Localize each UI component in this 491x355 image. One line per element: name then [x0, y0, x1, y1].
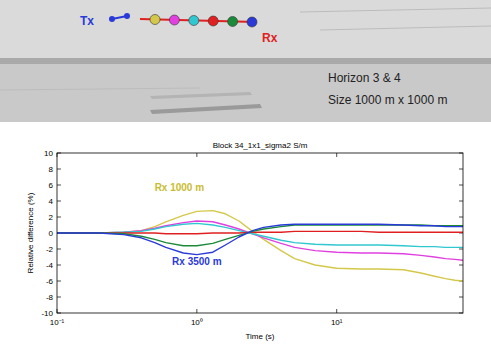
series-line — [57, 223, 463, 247]
scene-block — [150, 104, 262, 114]
y-tick-label: 6 — [49, 181, 54, 190]
transmitter-end — [124, 13, 130, 19]
chart-title: Block 34_1x1_sigma2 S/m — [213, 141, 308, 150]
y-tick-label: 10 — [44, 149, 53, 158]
y-tick — [459, 185, 463, 186]
y-tick — [459, 217, 463, 218]
y-tick — [57, 201, 61, 202]
y-tick-label: -6 — [46, 277, 54, 286]
x-tick-label: 10¹ — [331, 318, 343, 327]
scene-caption: Horizon 3 & 4 — [328, 71, 401, 85]
x-tick-label: 10⁻¹ — [50, 318, 65, 327]
y-tick — [459, 265, 463, 266]
tx-label: Tx — [80, 14, 94, 28]
series-line — [57, 224, 463, 254]
x-axis-label: Time (s) — [245, 332, 274, 341]
y-tick-label: 0 — [49, 229, 54, 238]
y-tick — [57, 265, 61, 266]
receiver — [150, 15, 160, 25]
model-scene: Tx Rx Horizon 3 & 4 Size 1000 m x 1000 m — [0, 0, 491, 122]
figure: Tx Rx Horizon 3 & 4 Size 1000 m x 1000 m Blo… — [0, 0, 491, 355]
scene-layer — [0, 0, 491, 58]
y-tick — [57, 185, 61, 186]
x-tick-label: 10⁰ — [191, 318, 203, 327]
x-tick — [336, 309, 337, 313]
x-tick — [196, 309, 197, 313]
receiver — [247, 17, 257, 27]
chart: Block 34_1x1_sigma2 S/m -10 -8 -6 -4 -2 0 2 4 6 8 1… — [26, 141, 463, 341]
y-tick — [57, 249, 61, 250]
scene-horizon — [0, 58, 491, 64]
receiver — [208, 16, 218, 26]
annotation: Rx 3500 m — [172, 256, 222, 267]
y-tick — [459, 297, 463, 298]
y-tick — [57, 169, 61, 170]
rx-label: Rx — [262, 31, 278, 45]
y-tick — [57, 217, 61, 218]
y-tick-label: 8 — [49, 165, 54, 174]
series-line — [57, 211, 463, 281]
y-tick — [57, 297, 61, 298]
series-line — [57, 221, 463, 260]
receiver — [228, 17, 238, 27]
x-tick — [336, 153, 337, 157]
plot-frame — [57, 153, 463, 313]
y-tick-label: -2 — [46, 245, 54, 254]
y-tick-label: 2 — [49, 213, 54, 222]
y-axis-label: Relative difference (%) — [26, 192, 35, 273]
y-tick-label: -10 — [41, 309, 53, 318]
x-tick — [196, 153, 197, 157]
y-tick — [459, 169, 463, 170]
scene-block — [150, 92, 252, 99]
series-group — [57, 211, 463, 281]
transmitter-end — [109, 16, 115, 22]
receiver — [169, 15, 179, 25]
scene-caption: Size 1000 m x 1000 m — [328, 93, 447, 107]
y-tick-label: -4 — [46, 261, 54, 270]
y-tick-label: 4 — [49, 197, 54, 206]
y-tick — [57, 281, 61, 282]
scene-background — [0, 0, 491, 122]
annotation: Rx 1000 m — [155, 182, 205, 193]
receiver — [189, 16, 199, 26]
y-tick-label: -8 — [46, 293, 54, 302]
y-tick — [459, 249, 463, 250]
scene-texture — [0, 8, 491, 90]
y-tick — [459, 201, 463, 202]
